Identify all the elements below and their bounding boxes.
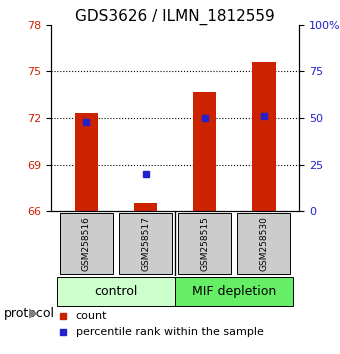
Text: GSM258517: GSM258517 (141, 216, 150, 271)
FancyBboxPatch shape (57, 277, 175, 306)
Text: GSM258515: GSM258515 (200, 216, 209, 271)
FancyBboxPatch shape (119, 213, 172, 274)
FancyBboxPatch shape (60, 213, 113, 274)
FancyBboxPatch shape (178, 213, 231, 274)
Text: count: count (76, 311, 107, 321)
Title: GDS3626 / ILMN_1812559: GDS3626 / ILMN_1812559 (75, 8, 275, 25)
FancyBboxPatch shape (175, 277, 293, 306)
Bar (193, 92, 217, 211)
Text: protocol: protocol (3, 307, 54, 320)
Bar (75, 113, 98, 211)
Text: ▶: ▶ (29, 307, 38, 320)
FancyBboxPatch shape (237, 213, 290, 274)
Text: MIF depletion: MIF depletion (192, 285, 276, 298)
Text: GSM258516: GSM258516 (82, 216, 91, 271)
Bar (252, 62, 275, 211)
Text: GSM258530: GSM258530 (259, 216, 268, 271)
Text: percentile rank within the sample: percentile rank within the sample (76, 327, 264, 337)
Text: control: control (94, 285, 138, 298)
Bar (134, 203, 157, 211)
